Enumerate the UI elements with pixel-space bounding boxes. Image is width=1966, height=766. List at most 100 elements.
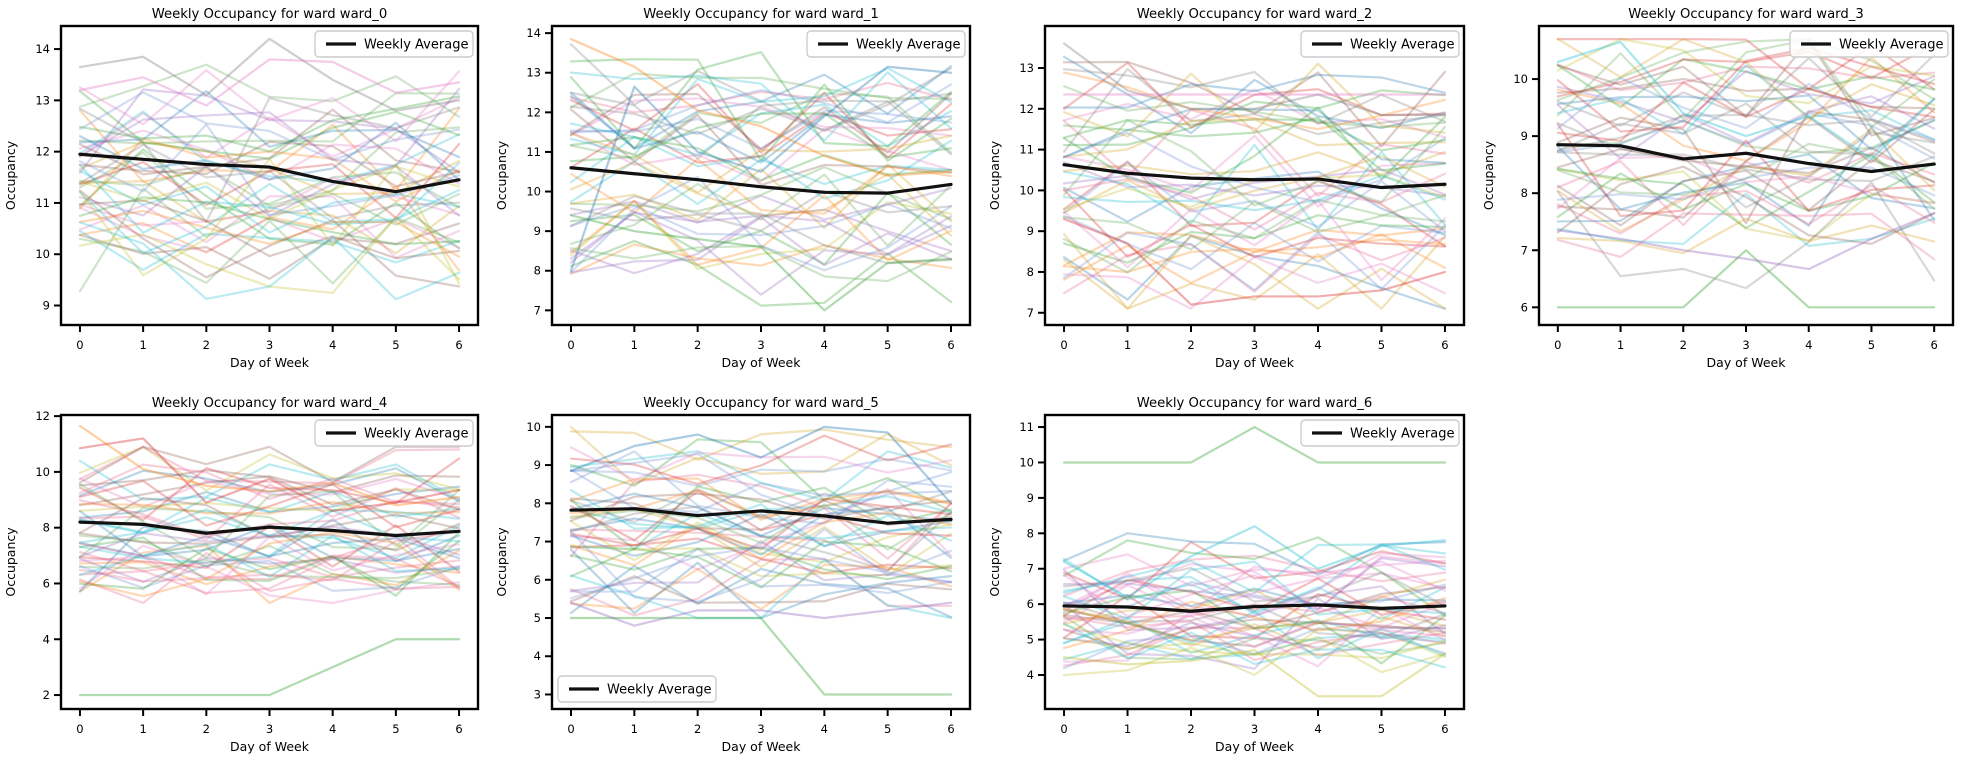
- y-tick-label: 10: [1019, 455, 1034, 469]
- background-line: [569, 108, 953, 187]
- x-tick-label: 3: [266, 722, 273, 736]
- background-line: [1062, 572, 1447, 624]
- x-tick-label: 1: [139, 722, 146, 736]
- background-line: [78, 142, 461, 220]
- subplot-ward_4: 0 1 2 3 4 5 6 2 4 6 8 10 12 Weekly Occupancy for ward…: [0, 383, 491, 766]
- background-line: [1556, 181, 1936, 290]
- background-line: [569, 434, 953, 486]
- background-line: [1062, 233, 1447, 274]
- background-line: [569, 528, 953, 603]
- x-tick-label: 1: [1617, 338, 1624, 352]
- background-line: [78, 110, 461, 184]
- x-axis-ticks: 0 1 2 3 4 5 6: [76, 325, 463, 352]
- background-line: [1062, 573, 1447, 629]
- background-line: [569, 487, 953, 571]
- background-line: [78, 544, 461, 605]
- background-line: [78, 555, 461, 586]
- background-line: [569, 244, 953, 283]
- background-line: [1556, 155, 1936, 210]
- background-line: [1556, 38, 1936, 105]
- chart-svg-ward_3: 0 1 2 3 4 5 6 6 7 8 9 10 Weekly Occupancy for ward w…: [1481, 7, 1955, 370]
- x-tick-label: 1: [1124, 338, 1131, 352]
- background-line: [78, 157, 461, 285]
- background-line: [1062, 596, 1447, 650]
- chart-title: Weekly Occupancy for ward ward_3: [1628, 7, 1863, 22]
- background-line: [78, 121, 461, 182]
- x-tick-label: 4: [329, 722, 336, 736]
- legend-box: [806, 30, 966, 58]
- background-line: [569, 158, 953, 215]
- background-line: [569, 65, 953, 150]
- legend: Weekly Average: [557, 675, 717, 703]
- background-line: [1062, 615, 1447, 649]
- legend: Weekly Average: [314, 30, 474, 58]
- background-line: [1062, 214, 1447, 271]
- background-line: [569, 477, 953, 521]
- background-line: [1062, 238, 1447, 285]
- legend: Weekly Average: [1789, 30, 1949, 58]
- background-line: [78, 534, 461, 586]
- background-line: [1062, 119, 1447, 207]
- background-line: [1556, 43, 1936, 98]
- background-line: [569, 507, 953, 559]
- background-line: [78, 498, 461, 559]
- y-tick-label: 8: [1521, 186, 1528, 200]
- background-line: [78, 469, 461, 511]
- background-line: [78, 485, 461, 519]
- x-tick-label: 3: [1251, 338, 1258, 352]
- background-line: [1556, 81, 1936, 143]
- weekly-average-line: [78, 520, 461, 538]
- background-line: [1556, 217, 1936, 255]
- x-tick-label: 6: [947, 722, 954, 736]
- background-line: [569, 505, 953, 572]
- background-line: [78, 467, 461, 503]
- background-line: [1556, 38, 1936, 120]
- x-tick-label: 2: [1187, 722, 1194, 736]
- y-axis-ticks: 3 4 5 6 7 8 9 10: [526, 420, 552, 701]
- legend-label: Weekly Average: [1350, 427, 1454, 442]
- y-axis-label: Occupancy: [1481, 140, 1496, 210]
- y-tick-label: 4: [43, 632, 50, 646]
- legend-label: Weekly Average: [1839, 38, 1943, 53]
- background-line: [1062, 234, 1447, 310]
- y-axis-ticks: 4 5 6 7 8 9 10 11: [1019, 420, 1045, 682]
- background-line: [78, 477, 461, 509]
- background-line: [78, 483, 461, 541]
- subplot-ward_5: 0 1 2 3 4 5 6 3 4 5 6 7 8 9 10 Weekly Occupancy for war…: [491, 383, 982, 766]
- background-line: [78, 531, 461, 598]
- y-tick-label: 9: [534, 224, 541, 238]
- background-line: [569, 563, 953, 611]
- y-tick-label: 10: [35, 465, 50, 479]
- subplot-ward_3: 0 1 2 3 4 5 6 6 7 8 9 10 Weekly Occupancy for ward w…: [1473, 0, 1966, 383]
- background-line: [569, 488, 953, 524]
- y-tick-label: 3: [534, 687, 541, 701]
- y-tick-label: 7: [534, 303, 541, 317]
- background-line: [1062, 89, 1447, 147]
- legend: Weekly Average: [1300, 419, 1460, 447]
- outlier-line: [78, 437, 461, 513]
- background-line: [1062, 540, 1447, 601]
- y-axis-ticks: 6 7 8 9 10: [1513, 72, 1539, 314]
- background-line: [569, 497, 953, 551]
- background-line: [569, 520, 953, 564]
- x-tick-label: 3: [1742, 338, 1749, 352]
- background-line: [569, 112, 953, 163]
- background-line: [569, 82, 953, 159]
- background-line: [78, 216, 461, 285]
- background-line: [1556, 153, 1936, 230]
- background-line: [1556, 94, 1936, 151]
- background-line: [78, 189, 461, 288]
- background-line: [1556, 110, 1936, 225]
- y-axis-label: Occupancy: [494, 527, 509, 597]
- background-line: [1556, 146, 1936, 184]
- background-line: [1062, 568, 1447, 635]
- y-axis-label: Occupancy: [494, 140, 509, 210]
- y-tick-label: 8: [1027, 526, 1034, 540]
- outlier-line: [78, 638, 461, 697]
- outlier-line: [569, 37, 953, 177]
- legend: Weekly Average: [806, 30, 966, 58]
- chart-svg-ward_5: 0 1 2 3 4 5 6 3 4 5 6 7 8 9 10 Weekly Occupancy for war…: [494, 396, 972, 754]
- background-line: [1556, 151, 1936, 227]
- y-tick-label: 8: [534, 496, 541, 510]
- background-line: [569, 161, 953, 237]
